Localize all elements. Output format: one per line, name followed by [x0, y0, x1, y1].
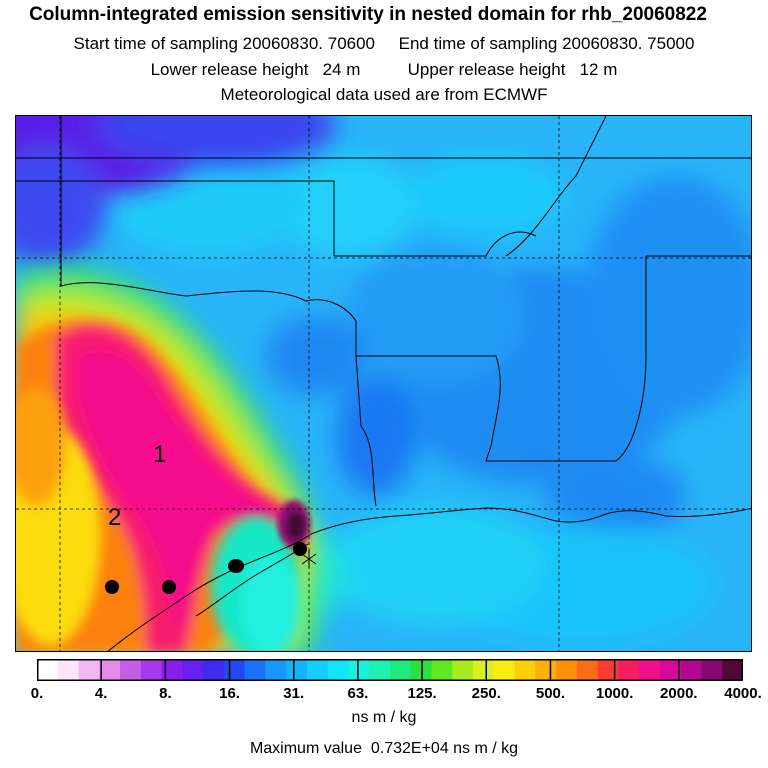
colorbar-swatch	[659, 659, 682, 681]
colorbar-swatch	[286, 659, 308, 681]
colorbar-swatch	[161, 659, 183, 681]
release-site-marker	[301, 550, 317, 568]
sampling-times: Start time of sampling 20060830. 70600 E…	[73, 34, 695, 53]
colorbar-swatch	[203, 659, 225, 681]
colorbar-swatch	[680, 659, 702, 681]
colorbar-swatch	[639, 659, 661, 681]
colorbar-swatch	[493, 659, 516, 681]
colorbar-svg	[36, 659, 744, 681]
colorbar-swatch	[57, 659, 80, 681]
meteo-source: Meteorological data used are from ECMWF	[220, 85, 548, 104]
colorbar-swatch	[120, 659, 142, 681]
colorbar-swatch	[223, 659, 246, 681]
colorbar-swatch	[556, 659, 578, 681]
grid-lines	[16, 116, 751, 651]
colorbar-swatch	[348, 659, 370, 681]
colorbar-swatch	[140, 659, 163, 681]
colorbar-tick-label: 0.	[30, 685, 44, 702]
colorbar-tick-label: 63.	[347, 685, 369, 702]
colorbar-swatch	[327, 659, 349, 681]
colorbar-tick-label: 125.	[407, 685, 437, 702]
location-dot	[162, 580, 176, 594]
colorbar-swatch	[99, 659, 121, 681]
colorbar-swatch	[597, 659, 619, 681]
sensitivity-map: 1 2	[15, 115, 752, 652]
colorbar-swatch	[265, 659, 287, 681]
colorbar-swatch	[535, 659, 557, 681]
colorbar-tick-label: 500.	[535, 685, 566, 702]
cluster-label-1: 1	[153, 441, 166, 468]
colorbar-tick-label: 1000.	[595, 685, 634, 702]
state-boundaries	[16, 116, 751, 507]
location-dot	[228, 559, 244, 573]
colorbar-swatch	[369, 659, 391, 681]
colorbar-tick-label: 2000.	[660, 685, 698, 702]
colorbar-swatch	[452, 659, 474, 681]
colorbar-swatch	[722, 659, 744, 681]
colorbar-tick-label: 8.	[159, 685, 172, 702]
location-dots	[105, 542, 307, 594]
cluster-label-2: 2	[108, 504, 121, 531]
colorbar-swatch	[182, 659, 204, 681]
colorbar-swatch	[390, 659, 412, 681]
colorbar-swatch	[473, 659, 495, 681]
colorbar-swatch	[514, 659, 536, 681]
colorbar-units: ns m / kg	[351, 709, 417, 726]
coastline	[107, 507, 751, 651]
figure-title: Column-integrated emission sensitivity i…	[29, 4, 707, 25]
colorbar-swatch	[244, 659, 266, 681]
colorbar-swatch	[37, 659, 59, 681]
colorbar-swatch	[306, 659, 329, 681]
colorbar-swatch	[431, 659, 453, 681]
colorbar-tick-label: 250.	[471, 685, 501, 702]
release-heights: Lower release height 24 m Upper release …	[150, 60, 618, 79]
colorbar	[36, 659, 744, 681]
colorbar-tick-label: 16.	[219, 685, 240, 702]
colorbar-swatch	[701, 659, 723, 681]
location-dot	[293, 542, 307, 556]
colorbar-swatch	[78, 659, 100, 681]
colorbar-tick-label: 31.	[283, 685, 305, 702]
colorbar-swatch	[576, 659, 599, 681]
colorbar-swatch	[618, 659, 640, 681]
maximum-value: Maximum value 0.732E+04 ns m / kg	[249, 740, 519, 757]
colorbar-tick-label: 4.	[94, 685, 108, 702]
colorbar-border	[37, 659, 743, 681]
colorbar-tick-label: 4000.	[724, 685, 762, 702]
location-dot	[105, 580, 119, 594]
